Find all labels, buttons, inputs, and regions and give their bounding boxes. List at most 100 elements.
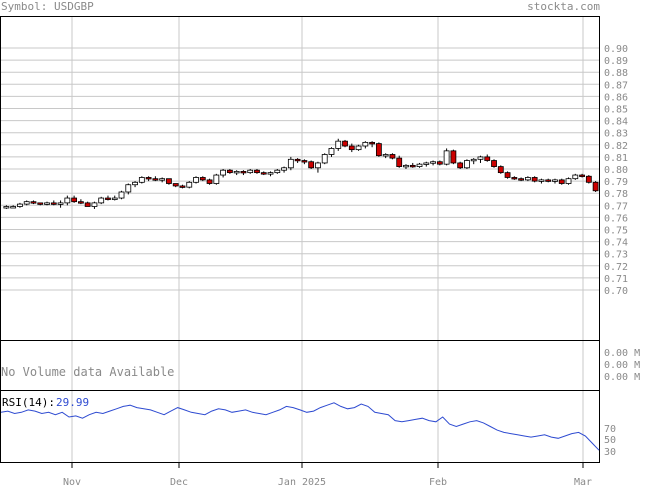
candle [484, 154, 491, 162]
candle-body [206, 179, 213, 184]
candle-body [416, 163, 423, 167]
candle [545, 178, 552, 183]
price-tick-label: 0.90 [604, 44, 628, 55]
candle [308, 160, 315, 169]
candle-body [315, 162, 321, 169]
candle-body [335, 140, 342, 149]
price-vertical-grid [71, 17, 584, 340]
candle-body [17, 203, 23, 207]
candle-body [565, 178, 572, 184]
candle [389, 153, 396, 160]
candle [179, 184, 186, 189]
candle-body [511, 177, 518, 180]
candle [50, 200, 57, 206]
candle-body [518, 178, 525, 181]
candle [125, 183, 132, 195]
candle [518, 177, 525, 182]
candle [592, 181, 599, 192]
candle-body [403, 164, 409, 168]
candle [138, 176, 145, 184]
candle [328, 147, 335, 157]
candle-body [552, 179, 558, 182]
candle [579, 173, 585, 178]
candle [172, 183, 179, 188]
x-tick-label: Feb [429, 477, 447, 486]
candle-body [226, 169, 233, 174]
candle-body [260, 172, 267, 175]
candle-body [105, 197, 111, 200]
candle-body [457, 162, 464, 169]
candle [213, 173, 220, 185]
candle-body [98, 197, 105, 204]
price-panel: 0.900.890.880.870.86 0.850.840.830.820.81… [0, 16, 628, 341]
volume-tick-label: 0.00 M [604, 348, 640, 359]
price-tick-label: 0.81 [604, 153, 628, 164]
candle-body [57, 202, 64, 205]
price-tick-label: 0.77 [604, 201, 628, 212]
rsi-tick-label: 30 [604, 447, 616, 458]
candle [375, 142, 382, 157]
candle-body [159, 178, 166, 181]
candle [220, 169, 227, 178]
candle [335, 138, 342, 151]
candle [301, 159, 308, 165]
candle-body [545, 179, 552, 182]
candle [348, 143, 355, 153]
candle [267, 171, 274, 177]
candle [10, 205, 17, 209]
candle [430, 160, 436, 166]
price-tick-label: 0.82 [604, 141, 628, 152]
price-tick-label: 0.86 [604, 92, 628, 103]
candle [470, 158, 477, 165]
candle [382, 153, 389, 159]
candle [105, 195, 111, 201]
candle-body [348, 145, 355, 151]
candle [206, 178, 213, 185]
x-tick-label: Dec [170, 477, 188, 486]
price-tick-label: 0.70 [604, 286, 628, 297]
candle-body [166, 178, 172, 184]
candle-body [10, 206, 17, 209]
candle-body [64, 197, 71, 204]
candle-body [524, 177, 531, 181]
candle [464, 159, 470, 169]
price-tick-label: 0.79 [604, 177, 628, 188]
candle-body [179, 185, 186, 188]
candle [98, 196, 105, 205]
candle [226, 169, 233, 174]
candle-body [592, 181, 599, 192]
candle [558, 178, 565, 185]
x-tick-label: Mar [574, 477, 592, 486]
candle [152, 176, 159, 182]
candle-body [497, 166, 504, 174]
candle-body [254, 169, 260, 174]
rsi-panel-frame [0, 390, 600, 463]
candle-body [213, 174, 220, 184]
candle [504, 171, 511, 179]
candle [409, 162, 416, 168]
candle [84, 201, 91, 207]
candle-body [538, 179, 545, 182]
price-tick-label: 0.80 [604, 165, 628, 176]
candle [254, 169, 260, 174]
candle-body [247, 169, 254, 174]
candle [416, 162, 423, 168]
volume-panel: No Volume data Available 0.00 M 0.00 M 0… [0, 340, 640, 391]
candle-body [579, 174, 585, 177]
price-tick-label: 0.71 [604, 274, 628, 285]
candle [233, 170, 240, 176]
candle-body [301, 160, 308, 163]
candle [111, 195, 118, 201]
candle [565, 177, 572, 185]
candle-body [30, 201, 37, 204]
candle-body [328, 148, 335, 155]
price-tick-label: 0.89 [604, 56, 628, 67]
candle [423, 161, 430, 167]
candle-body [382, 154, 389, 157]
candle-body [193, 177, 199, 183]
candle [17, 202, 23, 208]
candle-body [484, 156, 491, 161]
price-tick-label: 0.74 [604, 238, 628, 249]
candle [294, 158, 301, 163]
